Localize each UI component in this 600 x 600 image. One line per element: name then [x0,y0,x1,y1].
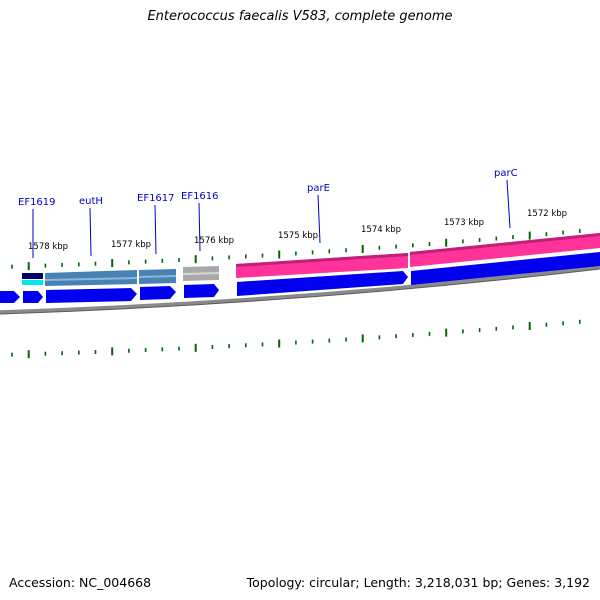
gene-label-EF1616[interactable]: EF1616 [181,191,219,202]
gene-parC-plus-top [410,233,600,255]
tick-labels: 1578 kbp 1577 kbp 1576 kbp 1575 kbp 1574… [28,209,567,252]
gene-label-parC[interactable]: parC [494,168,518,179]
gene-parC-arrow[interactable] [411,252,600,285]
tick-label-1577: 1577 kbp [111,240,151,250]
inner-tick-marks [11,319,581,359]
leader-parC [506,179,511,229]
tick-label-1578: 1578 kbp [28,242,68,252]
gene-parE-plus[interactable] [236,253,408,278]
leader-EF1617 [154,204,157,255]
gene-label-eutH[interactable]: eutH [79,196,103,207]
gene-eutH-arrow[interactable] [46,288,137,303]
leader-EF1616 [198,202,201,252]
gene-label-EF1617[interactable]: EF1617 [137,193,175,204]
gene-parE-plus-top [236,253,408,267]
leader-eutH [89,207,92,257]
gene-EF1616-arrow[interactable] [184,284,219,298]
minus-strand-genes [0,252,600,303]
leader-parE [317,194,321,244]
gene-EF1619-plus-lower[interactable] [22,280,43,285]
gene-label-parE[interactable]: parE [307,183,330,194]
gene-EF1619-plus[interactable] [22,273,43,279]
topology-text: Topology: circular; Length: 3,218,031 bp… [246,575,590,590]
tick-label-1573: 1573 kbp [444,218,484,228]
gene-parC-plus[interactable] [410,233,600,267]
gene-EF1617-arrow[interactable] [140,286,176,300]
genome-backbone [0,265,600,314]
gene-eutH-plus-highlight [45,277,137,281]
gene-label-EF1619[interactable]: EF1619 [18,197,56,208]
genome-backbone-shadow [0,268,600,315]
tick-label-1574: 1574 kbp [361,225,401,235]
gene-EF1617-plus-highlight [139,275,176,278]
tick-label-1576: 1576 kbp [194,236,234,246]
gene-parE-arrow[interactable] [237,271,408,296]
tick-label-1572: 1572 kbp [527,209,567,219]
gene-EF1616-plus-highlight [183,272,219,275]
accession-text: Accession: NC_004668 [9,575,152,590]
tick-label-1575: 1575 kbp [278,231,318,241]
map-title: Enterococcus faecalis V583, complete gen… [147,9,453,24]
gene-arrow-1[interactable] [0,291,20,303]
gene-labels: EF1619 eutH EF1617 EF1616 parE parC [18,168,518,258]
outer-tick-marks [11,228,581,271]
gene-EF1619-arrow[interactable] [23,291,43,303]
plus-strand-genes [22,233,600,286]
